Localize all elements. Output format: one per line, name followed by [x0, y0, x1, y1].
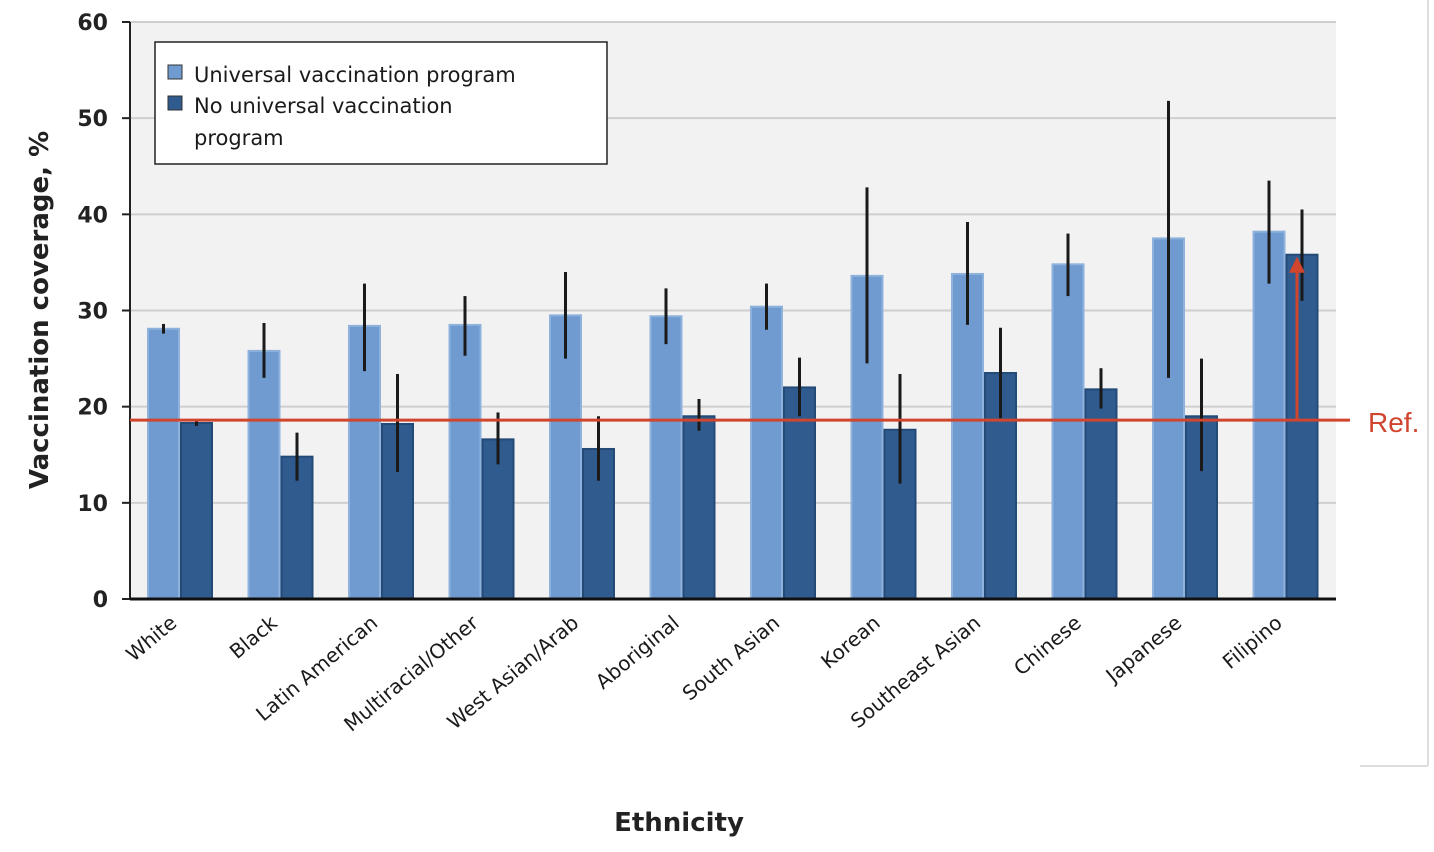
x-tick-label: White: [121, 610, 181, 666]
bar-no-universal: [1285, 253, 1319, 600]
bar-universal: [951, 272, 984, 600]
bar-universal: [549, 314, 582, 600]
bar-no-universal: [682, 415, 716, 600]
x-tick-label: Korean: [816, 610, 885, 673]
y-tick-label: 50: [77, 107, 108, 132]
y-tick-label: 30: [77, 300, 108, 325]
y-tick-labels: 0 10 20 30 40 50 60: [77, 11, 108, 613]
x-tick-label: Japanese: [1100, 610, 1187, 688]
bar-universal: [649, 315, 683, 600]
bar-universal: [1252, 230, 1286, 600]
axes: [129, 22, 1336, 601]
y-tick-label: 20: [77, 396, 108, 421]
side-frame: [1360, 0, 1429, 767]
legend: Universal vaccination program No univers…: [154, 41, 608, 165]
bar-universal: [448, 323, 482, 600]
y-tick-label: 60: [77, 11, 108, 36]
bar-no-universal: [180, 422, 213, 601]
reference-arrow-head: [1289, 256, 1305, 273]
reference-label: Ref.: [1368, 407, 1419, 438]
legend-label-no-universal: No universal vaccination program: [194, 94, 453, 150]
reference-annotation: Ref.: [130, 256, 1419, 438]
bar-universal: [1051, 263, 1085, 600]
legend-box: [154, 41, 608, 165]
bar-universal: [750, 305, 783, 600]
legend-swatch-no-universal: [167, 95, 183, 111]
x-tick-label: Aboriginal: [591, 610, 684, 693]
y-axis-title: Vaccination coverage, %: [25, 131, 55, 489]
x-tick-label: South Asian: [678, 610, 785, 705]
legend-swatch-universal: [167, 64, 183, 80]
gridlines: [122, 21, 1336, 600]
bar-universal: [247, 349, 281, 601]
error-bars: [162, 100, 1304, 484]
x-tick-label: Filipino: [1218, 610, 1287, 673]
y-tick-label: 40: [77, 203, 108, 228]
x-tick-label: Black: [225, 610, 282, 663]
y-tick-label: 0: [93, 588, 108, 613]
x-axis-title: Ethnicity: [614, 808, 744, 838]
bar-universal: [348, 324, 381, 600]
bar-no-universal: [783, 386, 816, 600]
x-tick-label: Chinese: [1009, 610, 1086, 680]
y-tick-label: 10: [77, 492, 108, 517]
legend-label-universal: Universal vaccination program: [194, 63, 516, 87]
bar-universal: [147, 327, 180, 600]
